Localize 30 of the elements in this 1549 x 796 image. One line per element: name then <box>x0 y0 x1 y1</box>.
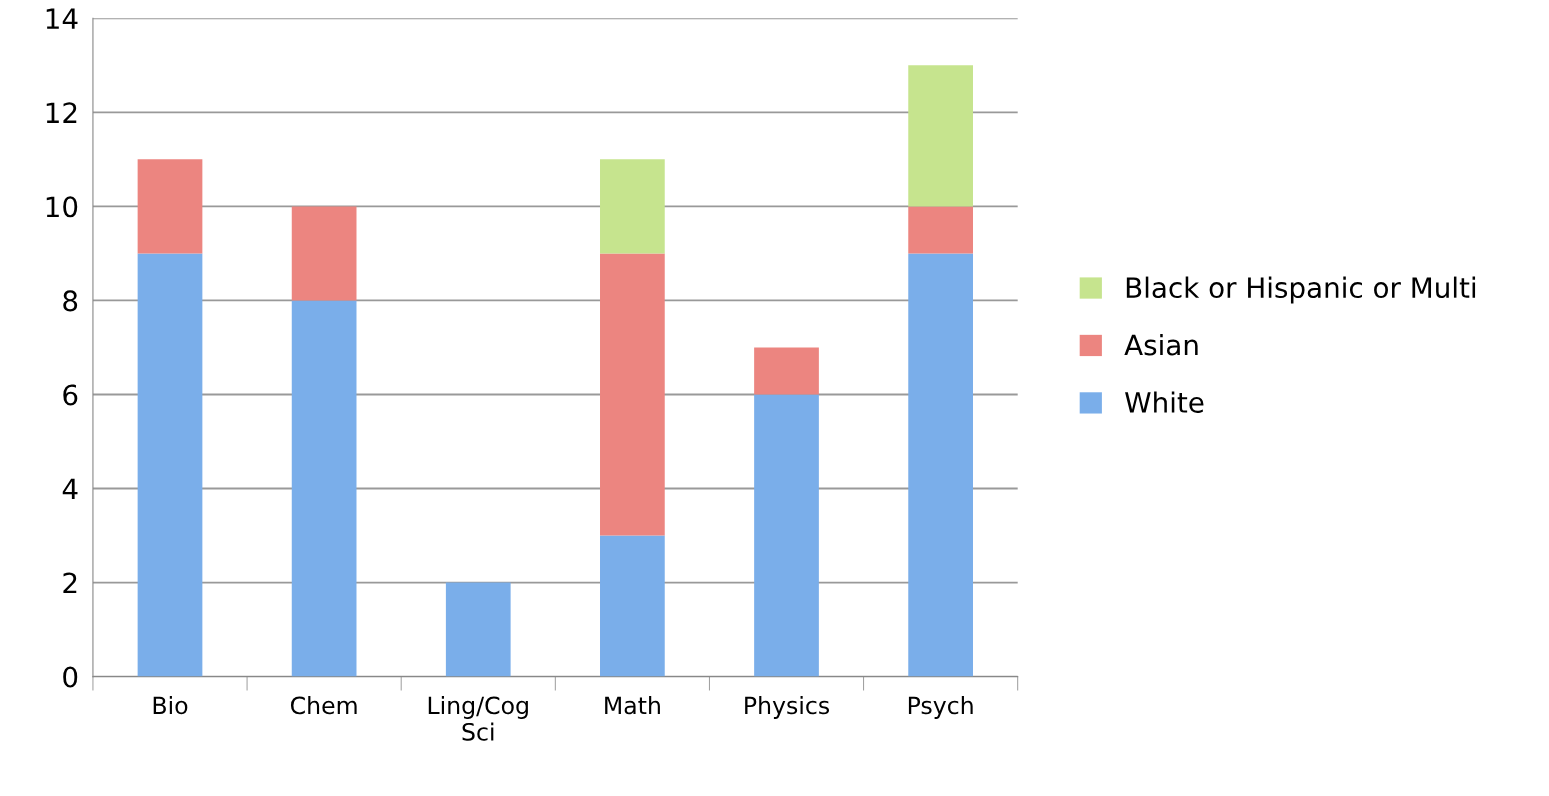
x-tick-label: Physics <box>745 696 830 719</box>
x-tick-label: Psych <box>908 696 973 719</box>
bar <box>908 65 973 207</box>
bar <box>908 253 973 677</box>
legend-label: Black or Hispanic or Multi <box>1126 276 1476 304</box>
bar <box>291 300 357 677</box>
x-tick-label: Ling/Cog Sci <box>428 696 528 741</box>
x-tick-label: Bio <box>153 696 188 715</box>
bar <box>754 394 819 677</box>
bar <box>137 253 203 677</box>
bar <box>445 582 511 677</box>
y-tick-label: 2 <box>63 572 77 594</box>
x-tick-label: Chem <box>290 696 357 715</box>
y-tick-label: 8 <box>63 290 78 312</box>
y-tick-label: 12 <box>46 102 77 123</box>
bar <box>600 535 665 677</box>
y-tick-label: 14 <box>46 8 78 29</box>
y-tick-label: 6 <box>63 384 78 406</box>
y-tick-label: 4 <box>62 478 78 500</box>
bar <box>600 253 665 536</box>
legend-label: Asian <box>1124 334 1198 356</box>
legend-label: White <box>1125 391 1204 413</box>
bar <box>754 347 819 395</box>
y-tick-label: 10 <box>46 196 78 218</box>
x-tick-label: Math <box>605 696 660 715</box>
bar <box>137 159 203 254</box>
y-tick-label: 0 <box>63 666 78 688</box>
bar <box>291 206 357 301</box>
bar <box>600 159 665 254</box>
bar <box>908 206 973 254</box>
